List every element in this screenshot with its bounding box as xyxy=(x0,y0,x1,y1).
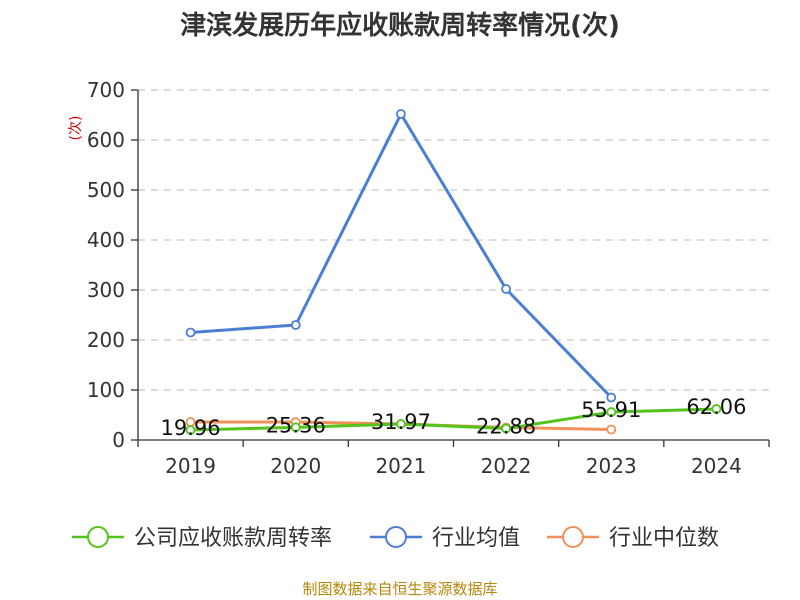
data-point xyxy=(290,422,301,433)
data-point xyxy=(606,424,617,435)
x-tick-label: 2019 xyxy=(165,454,216,478)
data-label: 25.36 xyxy=(266,413,326,437)
legend-label: 行业均值 xyxy=(432,526,520,551)
legend: 公司应收账款周转率 行业均值 行业中位数 xyxy=(72,526,719,551)
axes: 0 100 200 300 400 500 600 700 2019 2020 2021 2022 20… xyxy=(87,78,770,478)
data-point xyxy=(501,284,511,294)
data-point xyxy=(606,407,617,417)
x-tick-label: 2020 xyxy=(270,454,321,478)
data-label: 19.96 xyxy=(161,416,221,440)
data-point xyxy=(396,419,406,429)
data-point xyxy=(396,109,406,119)
y-tick-label: 0 xyxy=(112,428,125,452)
series-line xyxy=(190,112,613,399)
data-point xyxy=(290,320,301,330)
legend-item: 行业中位数 xyxy=(547,526,719,551)
x-tick-label: 2023 xyxy=(586,454,637,478)
y-tick-label: 700 xyxy=(87,78,125,102)
data-label: 62.06 xyxy=(686,395,746,419)
grid-lines xyxy=(138,89,769,391)
data-point xyxy=(711,404,722,414)
data-label: 31.97 xyxy=(371,410,431,434)
series-0 xyxy=(185,404,722,435)
y-axis-unit-label: (次) xyxy=(68,116,84,141)
legend-marker-icon xyxy=(385,526,407,548)
data-point xyxy=(606,392,617,403)
source-note: 制图数据来自恒生聚源数据库 xyxy=(302,580,497,598)
y-tick-label: 300 xyxy=(87,278,125,302)
chart-title: 津滨发展历年应收账款周转率情况(次) xyxy=(180,10,620,41)
y-tick-label: 600 xyxy=(87,128,125,152)
x-tick-label: 2021 xyxy=(375,454,426,478)
data-label: 22.88 xyxy=(476,415,536,439)
legend-marker-icon xyxy=(562,526,584,548)
y-tick-label: 400 xyxy=(87,228,125,252)
x-tick-label: 2024 xyxy=(691,454,742,478)
data-point xyxy=(185,327,196,338)
x-tick-label: 2022 xyxy=(481,454,532,478)
data-point xyxy=(501,423,511,434)
series-line xyxy=(190,407,717,432)
data-point xyxy=(185,425,196,435)
data-labels: 19.96 25.36 31.97 22.88 55.91 62.06 xyxy=(161,395,747,440)
series-1 xyxy=(185,109,617,403)
y-tick-label: 200 xyxy=(87,328,125,352)
y-tick-label: 500 xyxy=(87,178,125,202)
series-lines xyxy=(185,109,722,435)
legend-item: 行业均值 xyxy=(370,526,520,551)
data-label: 55.91 xyxy=(581,398,641,422)
y-tick-label: 100 xyxy=(87,378,125,402)
legend-item: 公司应收账款周转率 xyxy=(72,526,332,551)
legend-label: 行业中位数 xyxy=(609,526,719,551)
legend-label: 公司应收账款周转率 xyxy=(134,526,332,551)
legend-marker-icon xyxy=(87,526,109,548)
